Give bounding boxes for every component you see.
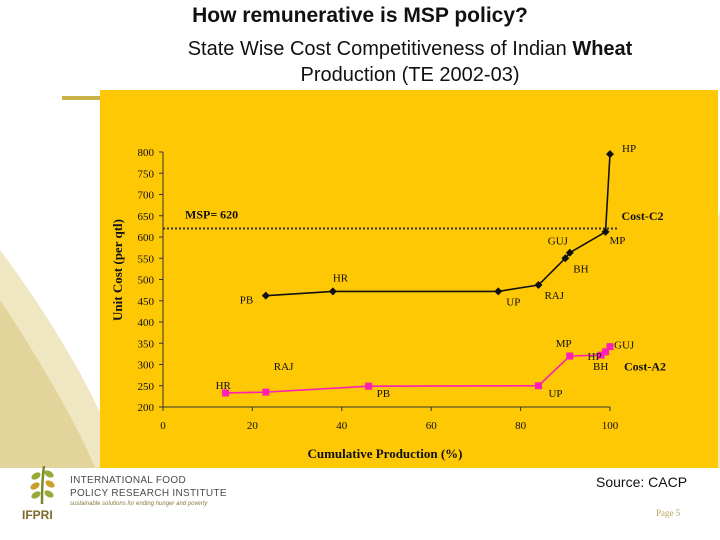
y-tick-label: 200 — [138, 402, 155, 414]
data-point-c2 — [565, 248, 574, 257]
logo-org-line1: INTERNATIONAL FOOD — [70, 475, 186, 486]
data-point-a2 — [534, 382, 542, 390]
data-point-c2 — [261, 291, 270, 300]
y-axis-label: Unit Cost (per qtl) — [110, 219, 125, 321]
point-label: MP — [556, 338, 572, 350]
x-tick-label: 100 — [602, 420, 619, 432]
series-name-label: Cost-C2 — [622, 209, 664, 223]
chart-panel — [100, 90, 718, 468]
point-label: RAJ — [544, 290, 564, 302]
x-tick-label: 40 — [336, 420, 348, 432]
data-point-a2 — [566, 352, 574, 360]
y-tick-label: 700 — [138, 190, 155, 202]
y-tick-label: 350 — [138, 338, 155, 350]
point-label: UP — [548, 388, 562, 400]
x-tick-label: 80 — [515, 420, 527, 432]
series-name-label: Cost-A2 — [624, 360, 666, 374]
subtitle-part1: State Wise Cost Competitiveness of India… — [187, 38, 567, 60]
msp-reference-label: MSP= 620 — [185, 208, 238, 222]
y-tick-label: 800 — [138, 147, 155, 159]
point-label: MP — [610, 235, 626, 247]
slide-subtitle: State Wise Cost Competitiveness of India… — [0, 36, 720, 88]
point-label: PB — [240, 295, 253, 307]
data-point-a2 — [222, 389, 230, 397]
x-tick-label: 60 — [426, 420, 438, 432]
data-point-c2 — [328, 287, 337, 296]
point-label: HP — [622, 143, 636, 155]
point-label: BH — [593, 361, 608, 373]
point-label: RAJ — [274, 361, 294, 373]
point-label: GUJ — [614, 340, 635, 352]
y-tick-label: 500 — [138, 275, 155, 287]
point-label: BH — [573, 263, 588, 275]
data-point-c2 — [606, 150, 614, 159]
point-label: PB — [377, 388, 390, 400]
point-label: UP — [506, 296, 520, 308]
chart: Unit Cost (per qtl) Cumulative Productio… — [110, 143, 666, 461]
data-point-a2 — [365, 382, 373, 390]
data-point-a2 — [597, 351, 605, 359]
y-tick-label: 550 — [138, 253, 155, 265]
page-number: Page 5 — [656, 508, 681, 518]
logo-tagline: sustainable solutions for ending hunger … — [70, 501, 208, 507]
source-note: Source: CACP — [596, 474, 688, 490]
data-point-a2 — [606, 343, 614, 351]
point-label: HR — [333, 272, 349, 284]
y-tick-label: 750 — [138, 168, 155, 180]
y-tick-label: 300 — [138, 360, 155, 372]
point-label: GUJ — [548, 236, 569, 248]
subtitle-bold: Wheat — [572, 38, 633, 60]
point-label: HP — [588, 351, 602, 363]
y-tick-label: 600 — [138, 232, 155, 244]
logo-short-name: IFPRI — [22, 508, 53, 522]
x-axis-label: Cumulative Production (%) — [307, 446, 462, 461]
data-point-a2 — [262, 388, 270, 396]
ifpri-logo-icon — [30, 465, 55, 505]
logo-org-line2: POLICY RESEARCH INSTITUTE — [70, 488, 227, 499]
data-point-c2 — [534, 281, 543, 290]
data-point-c2 — [494, 287, 503, 296]
x-tick-label: 20 — [247, 420, 259, 432]
data-point-c2 — [601, 227, 610, 236]
y-tick-label: 250 — [138, 381, 155, 393]
point-label: HR — [216, 380, 232, 392]
data-point-a2 — [602, 348, 610, 356]
subtitle-part2: Production (TE 2002-03) — [300, 64, 520, 86]
slide-title: How remunerative is MSP policy? — [192, 4, 528, 27]
x-tick-label: 0 — [160, 420, 166, 432]
series-line-cost-c2 — [265, 154, 611, 297]
y-tick-label: 450 — [138, 296, 155, 308]
data-point-c2 — [561, 254, 570, 263]
y-tick-label: 650 — [138, 211, 155, 223]
y-tick-label: 400 — [138, 317, 155, 329]
